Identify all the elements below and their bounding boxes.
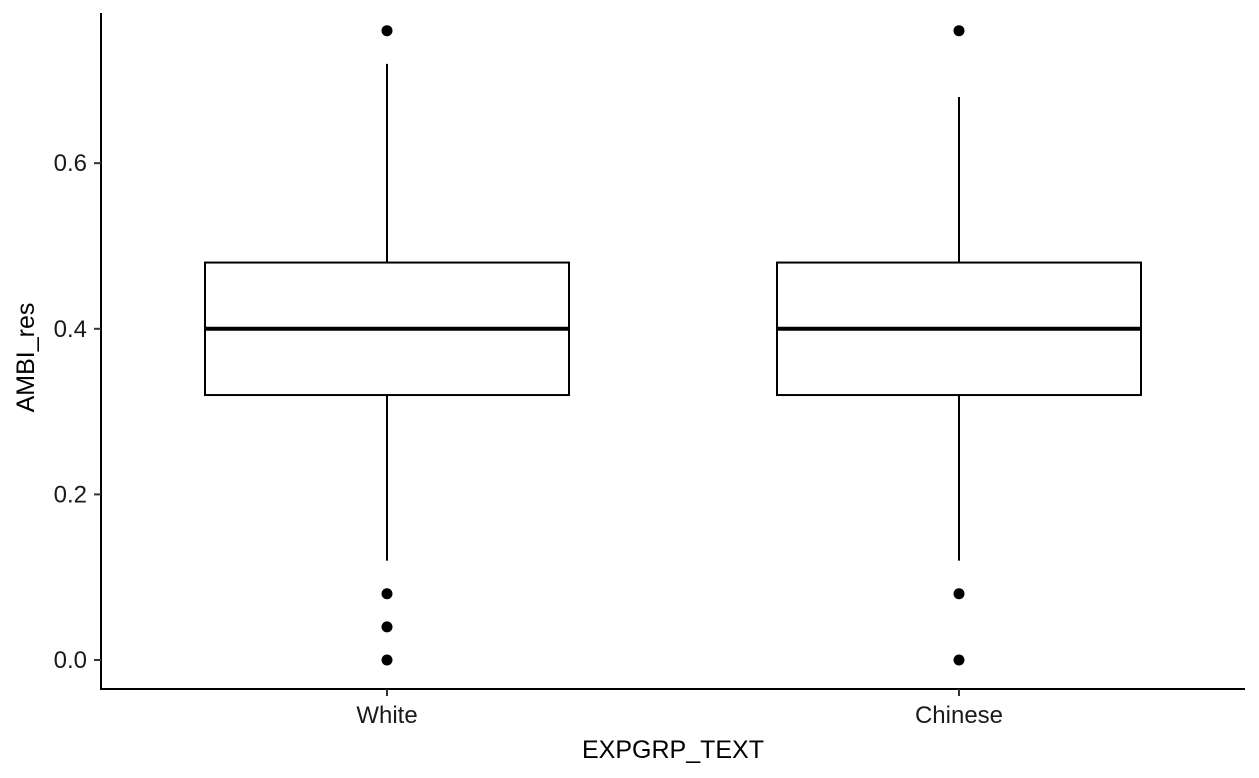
outlier-point [381,654,393,666]
x-axis-title: EXPGRP_TEXT [582,736,764,764]
outlier-point [381,588,393,600]
outlier-point [953,25,965,37]
y-tick-label: 0.4 [54,316,87,343]
box-group [204,25,570,666]
outlier-point [381,25,393,37]
plot-marks [204,25,1142,666]
y-tick-label: 0.2 [54,481,87,508]
y-tick-label: 0.6 [54,150,87,177]
outlier-point [953,654,965,666]
axes [100,13,1245,690]
y-axis-ticks: 0.0 0.2 0.4 0.6 [54,150,101,674]
x-axis-ticks: White Chinese [356,689,1003,729]
box-group [776,25,1142,666]
x-tick-label: White [356,702,417,729]
outlier-point [953,588,965,600]
x-tick-label: Chinese [915,702,1003,729]
y-tick-label: 0.0 [54,647,87,674]
outlier-point [381,621,393,633]
y-axis-title: AMBI_res [12,303,40,413]
